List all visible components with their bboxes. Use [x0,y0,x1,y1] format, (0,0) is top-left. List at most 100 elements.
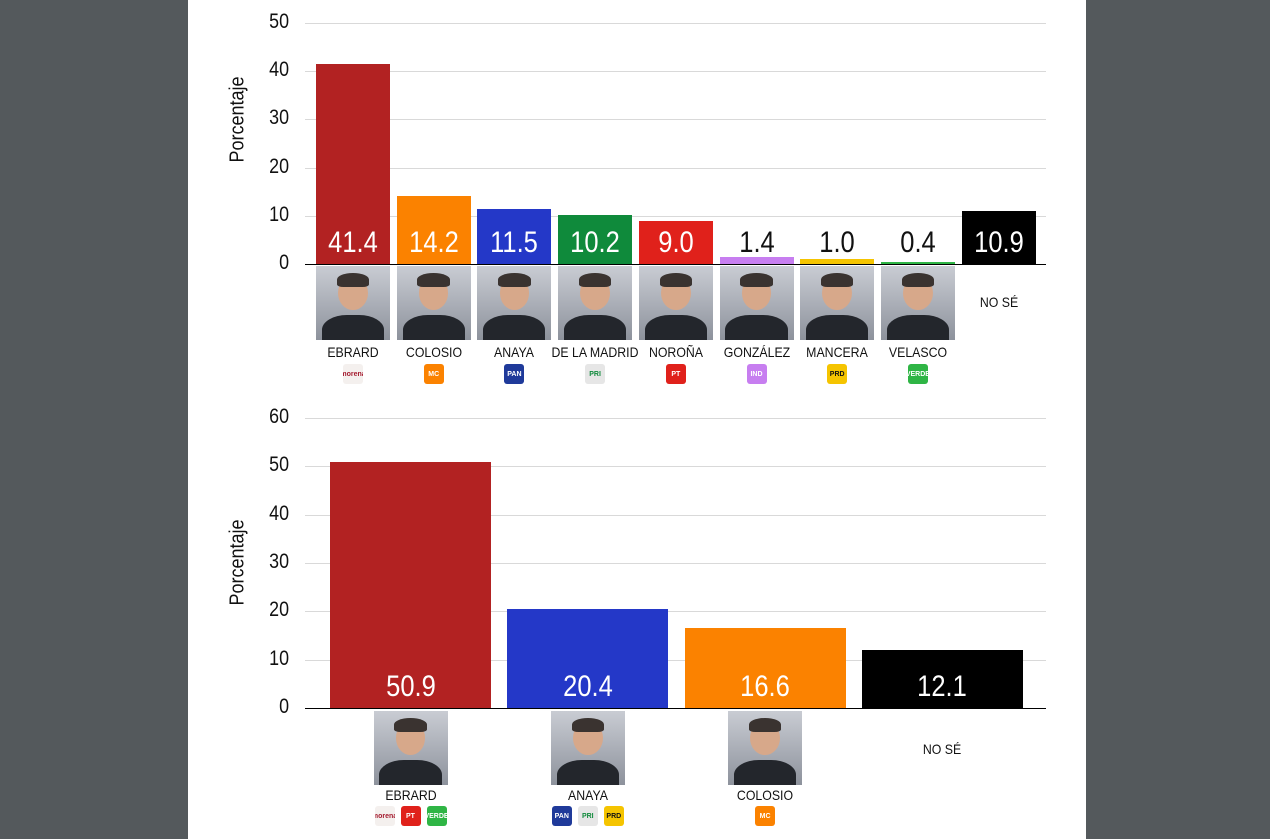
party-logo-morena: morena [374,806,395,826]
bar-value-label: 10.2 [570,226,620,259]
y-tick-label: 40 [269,501,289,525]
category-label: COLOSIO [737,787,794,803]
category-label: ANAYA [567,787,608,803]
category-label: NOROÑA [648,344,703,360]
candidate-photo [728,711,803,785]
candidate-photo [800,266,875,340]
photo-hair [901,273,935,287]
y-tick-label: 20 [269,154,289,178]
bar [719,257,794,264]
category-label: EBRARD [384,787,437,803]
bar-value-label: 1.4 [738,226,775,259]
photo-body [725,314,788,340]
bar-value-label: 14.2 [408,226,459,259]
party-logo-ind: IND [746,364,767,384]
bar-value-label: 41.4 [328,226,378,259]
candidate-photo [316,266,390,340]
photo-hair [659,273,693,287]
bar [800,259,875,264]
gridline [305,659,1046,661]
bar [880,262,955,264]
photo-body [734,759,797,785]
bar-value-label: 12.1 [917,670,968,703]
candidate-photo [719,266,794,340]
bar [330,461,491,708]
photo-body [556,759,619,785]
bar-value-label: 9.0 [658,226,694,259]
category-label: NO SÉ [979,294,1018,310]
photo-hair [394,718,427,732]
photo-body [644,314,707,340]
gridline [305,71,1046,73]
candidate-photo [373,711,448,785]
y-tick-label: 30 [269,106,289,130]
gridline [305,466,1046,468]
category-label: MANCERA [806,344,868,360]
y-tick-label: 50 [269,10,289,33]
category-label: EBRARD [327,344,379,360]
bar-value-label: 11.5 [490,226,539,259]
party-logo-pri: PRI [577,806,598,826]
party-logo-verde: VERDE [426,806,447,826]
bar [396,195,471,264]
party-logo-pan: PAN [551,806,572,826]
bar [507,609,669,708]
photo-hair [336,273,370,287]
photo-body [402,314,465,340]
candidate-photo [550,711,625,785]
party-logo-mc: MC [423,364,444,384]
photo-body [379,759,442,785]
photo-body [321,314,385,340]
bar-value-label: 16.6 [740,670,790,703]
photo-hair [578,273,612,287]
photo-hair [740,273,773,287]
y-tick-label: 20 [269,598,289,622]
bar-value-label: 10.9 [973,226,1024,259]
gridline [305,418,1046,419]
party-logo-mc: MC [755,806,776,826]
category-label: ANAYA [494,344,535,360]
photo-body [483,314,546,340]
category-label: NO SÉ [923,741,962,757]
party-logo-prd: PRD [603,806,624,826]
bar-value-label: 1.0 [819,226,855,259]
gridline [305,514,1046,516]
party-logo-pt: PT [665,364,686,384]
category-label: VELASCO [888,344,947,360]
gridline [305,563,1046,564]
bar [477,208,552,264]
photo-body [564,314,627,340]
party-logo-prd: PRD [827,364,848,384]
y-tick-label: 0 [279,695,289,718]
gridline [305,167,1046,169]
bar [961,211,1036,264]
gridline [305,119,1046,121]
y-tick-label: 10 [269,202,289,226]
party-logo-pt: PT [400,806,421,826]
photo-body [886,314,949,340]
y-tick-label: 10 [269,646,289,670]
y-axis-label: Porcentaje [226,519,249,606]
category-label: COLOSIO [405,344,462,360]
candidate-photo [558,266,633,340]
bar-value-label: 20.4 [562,670,613,703]
y-tick-label: 0 [279,251,289,274]
x-axis-line [305,264,1046,265]
x-axis-line [305,708,1046,709]
category-label: DE LA MADRID [551,344,639,360]
y-tick-label: 60 [269,405,289,428]
gridline [305,23,1046,24]
photo-hair [417,273,450,287]
bar [316,64,390,264]
photo-hair [498,273,531,287]
photo-hair [571,718,605,732]
bar [861,649,1023,708]
photo-hair [748,718,782,732]
candidate-photo [396,266,471,340]
bar [684,627,846,708]
candidate-photo [880,266,955,340]
bar [638,220,713,264]
gridline [305,215,1046,217]
y-tick-label: 50 [269,453,289,477]
